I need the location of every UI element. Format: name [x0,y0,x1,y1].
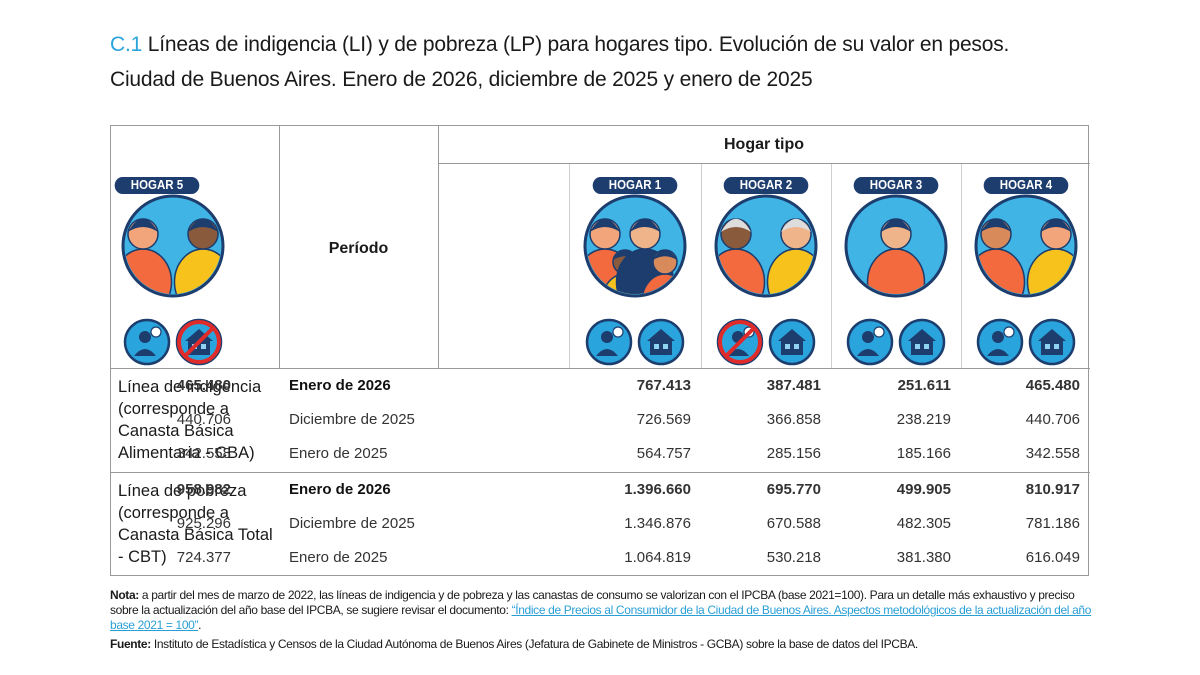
note-label: Nota: [110,588,139,602]
period: Enero de 2026 [289,481,391,498]
value-cell: 781.186 [1025,515,1080,532]
value-cell: 1.396.660 [624,481,691,498]
note-text: a partir del mes de marzo de 2022, las l… [110,588,1075,617]
value-cell: 767.413 [636,377,691,394]
rule [438,126,439,368]
value-cell: 695.770 [766,481,821,498]
note: Nota: a partir del mes de marzo de 2022,… [110,588,1095,633]
value-cell: 726.569 [636,411,691,428]
title-line-1: C.1 Líneas de indigencia (LI) y de pobre… [110,33,1009,57]
period: Diciembre de 2025 [289,515,415,532]
period: Enero de 2025 [289,445,388,462]
value-cell: 366.858 [766,411,821,428]
period: Diciembre de 2025 [289,411,415,428]
value-cell: 564.757 [636,445,691,462]
value-cell: 1.064.819 [624,549,691,566]
value-cell: 185.166 [896,445,951,462]
value-cell: 342.558 [1025,445,1080,462]
rule [569,164,570,368]
value-cell: 285.156 [766,445,821,462]
value-cell: 381.380 [896,549,951,566]
value-cell: 810.917 [1025,481,1080,498]
value-cell: 482.305 [896,515,951,532]
source: Fuente: Instituto de Estadística y Censo… [110,637,1095,652]
value-cell: 616.049 [1025,549,1080,566]
rule [279,126,280,368]
period: Enero de 2025 [289,549,388,566]
rule [438,163,1090,164]
value-cell: 387.481 [766,377,821,394]
value-cell: 724.377 [176,549,231,566]
title-text: Líneas de indigencia (LI) y de pobreza (… [147,33,1010,56]
value-cell: 251.611 [897,377,951,394]
hogar-label: HOGAR 2 [723,177,809,194]
title-line-2: Ciudad de Buenos Aires. Enero de 2026, d… [110,68,813,91]
rule [831,164,832,368]
hogar-illustration [121,194,225,366]
hogar-illustration [714,194,818,366]
header-group: Hogar tipo [724,136,804,153]
value-cell: 342.558 [176,445,231,462]
value-cell: 465.480 [1025,377,1080,394]
hogar-label: HOGAR 1 [592,177,678,194]
line-label: Línea de indigencia (corresponde a Canas… [118,378,262,462]
hogar-illustration [583,194,687,366]
table-code: C.1 [110,33,143,56]
rule [111,472,1090,473]
value-cell: 530.218 [766,549,821,566]
value-cell: 465.480 [176,377,231,394]
value-cell: 440.706 [1025,411,1080,428]
hogar-illustration [844,194,948,366]
value-cell: 1.346.876 [624,515,691,532]
value-cell: 440.706 [176,411,231,428]
hogar-label: HOGAR 4 [983,177,1068,194]
source-label: Fuente: [110,637,151,651]
line-label: Línea de pobreza (corresponde a Canasta … [118,482,273,566]
value-cell: 670.588 [766,515,821,532]
rule [701,164,702,368]
header-periodo: Período [328,240,389,257]
value-cell: 238.219 [896,411,951,428]
rule [111,368,1090,369]
period: Enero de 2026 [289,377,391,394]
source-text: Instituto de Estadística y Censos de la … [153,637,918,651]
hogar-label: HOGAR 3 [853,177,939,194]
hogar-illustration [974,194,1077,366]
value-cell: 958.982 [176,481,231,498]
value-cell: 499.905 [896,481,951,498]
note-end: . [198,618,202,632]
document-link[interactable]: “Índice de Precios al Consumidor de la C… [110,603,1092,632]
value-cell: 925.296 [176,515,231,532]
hogar-label: HOGAR 5 [114,177,200,194]
rule [961,164,962,368]
